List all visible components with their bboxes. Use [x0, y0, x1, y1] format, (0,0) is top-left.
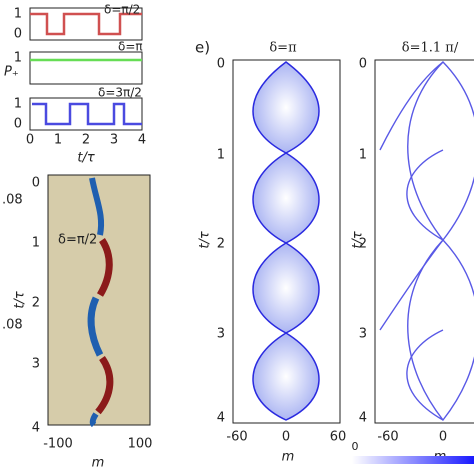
lenses [252, 61, 320, 421]
y-axis-label: t/τ [198, 231, 213, 248]
y-tick-label: 3 [359, 327, 367, 342]
red-band [95, 355, 114, 415]
colorbar-label: 0 [352, 440, 359, 453]
panel-label: δ=π/2 [58, 233, 97, 248]
panel-e: e) δ=π 0 1 2 3 4 t/τ -60 0 60 m δ=1.1 π/… [195, 39, 474, 465]
side-label: .08 [2, 193, 23, 208]
y-tick-label: 0 [14, 27, 22, 42]
y-tick-label: 0 [14, 117, 22, 132]
lens [379, 61, 444, 151]
x-tick-label: 60 [330, 430, 347, 445]
plot-title: δ=π [269, 41, 297, 56]
subplot-label: δ=3π/2 [98, 86, 142, 100]
y-tick-label: 1 [14, 7, 22, 22]
lenses [379, 60, 474, 422]
y-tick-label: 3 [217, 327, 225, 342]
plot-frame [374, 59, 474, 424]
x-tick-label: -100 [43, 437, 73, 452]
blue-band [87, 296, 104, 357]
y-axis-label: t/τ [13, 291, 28, 308]
heatmap-panel: δ=π/2 0 1 2 3 4 t/τ .08 .08 -100 100 m [2, 174, 153, 471]
x-axis-label: t/τ [77, 151, 94, 166]
y-tick-label: 0 [359, 57, 367, 72]
x-tick-label: 1 [54, 133, 62, 148]
plot-frame [232, 59, 341, 424]
lens [379, 239, 444, 331]
subplot-frame [29, 51, 143, 85]
y-tick-label: 4 [217, 411, 225, 426]
top-panel: δ=π/2 1 0 δ=π 1 δ=3π/2 1 0 P₊ 0 1 2 3 4 … [4, 3, 146, 166]
plot-title: δ=1.1 π/ [402, 41, 459, 56]
red-trace [30, 12, 142, 36]
x-axis-label: m [92, 456, 105, 471]
blue-band [89, 412, 99, 428]
x-tick-label: 0 [26, 133, 34, 148]
lens [252, 152, 320, 244]
x-tick-label: -60 [226, 430, 247, 445]
x-tick-label: 3 [110, 133, 118, 148]
lens [252, 332, 320, 421]
y-axis-label: t/τ [351, 231, 366, 248]
subplot-label: δ=π [118, 40, 143, 54]
y-tick-label: 4 [359, 411, 367, 426]
red-band [96, 238, 113, 297]
lens [407, 238, 474, 422]
y-axis-label: P₊ [4, 65, 19, 80]
y-tick-label: 1 [32, 236, 40, 251]
y-tick-label: 0 [32, 176, 40, 191]
subplot-frame [29, 97, 143, 131]
lens [406, 149, 444, 241]
y-tick-label: 0 [217, 57, 225, 72]
lens [252, 61, 320, 154]
y-tick-label: 2 [217, 237, 225, 252]
y-tick-label: 1 [14, 97, 22, 112]
x-tick-label: -60 [377, 430, 398, 445]
panel-label: e) [195, 39, 210, 57]
y-tick-label: 4 [32, 421, 40, 436]
lens [406, 329, 444, 421]
y-tick-label: 1 [14, 51, 22, 66]
side-label: .08 [2, 318, 23, 333]
blue-trace [32, 102, 142, 126]
subplot-frame [29, 7, 143, 41]
x-tick-label: 4 [138, 133, 146, 148]
y-tick-label: 1 [359, 148, 367, 163]
y-tick-label: 3 [32, 357, 40, 372]
subplot-label: δ=π/2 [104, 3, 140, 17]
y-tick-label: 1 [217, 148, 225, 163]
lens [252, 242, 320, 334]
blue-band [89, 177, 104, 236]
x-tick-label: 2 [82, 133, 90, 148]
colorbar [352, 456, 474, 464]
x-tick-label: 100 [128, 437, 153, 452]
x-axis-label: m [282, 450, 295, 465]
y-tick-label: 2 [32, 296, 40, 311]
x-tick-label: 0 [282, 430, 290, 445]
y-tick-label: 2 [359, 237, 367, 252]
x-tick-label: 0 [439, 430, 447, 445]
